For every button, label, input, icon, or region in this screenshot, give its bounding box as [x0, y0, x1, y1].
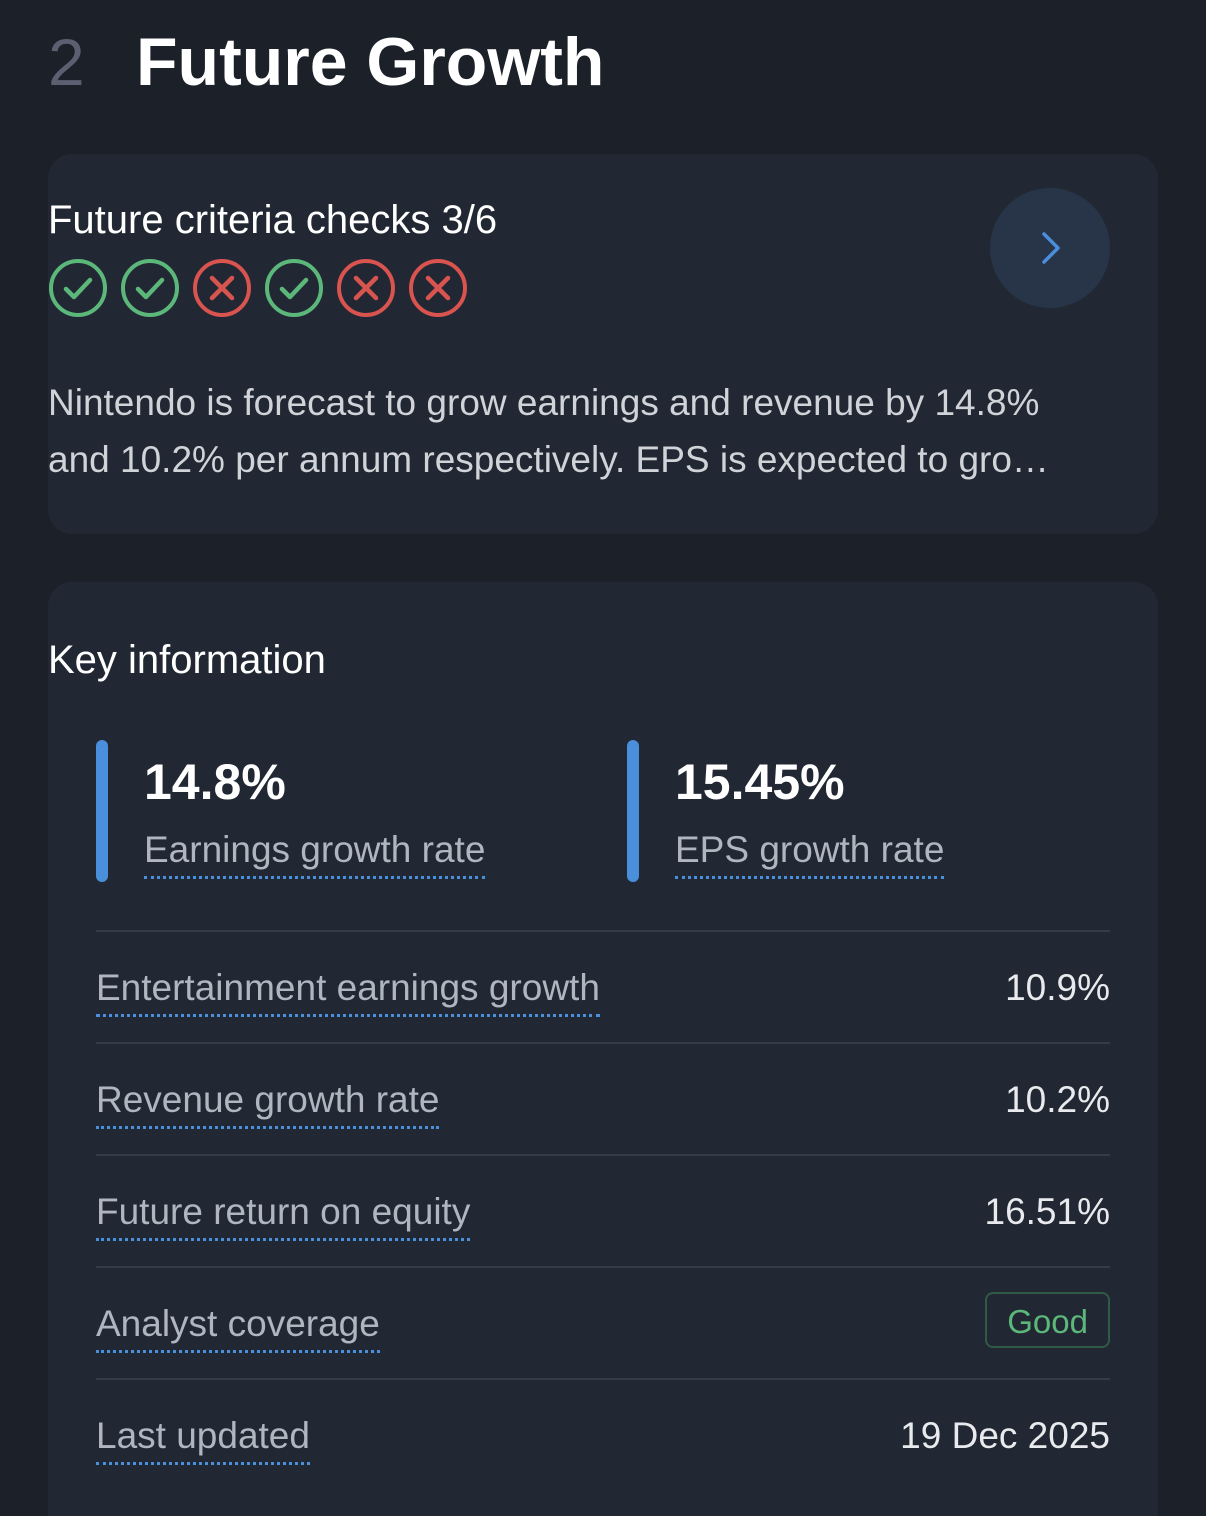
- row-value: 10.9%: [1005, 967, 1110, 1008]
- row-last-updated: Last updated 19 Dec 2025: [96, 1378, 1110, 1490]
- stat-label-eps-growth[interactable]: EPS growth rate: [675, 828, 945, 879]
- row-entertainment-earnings-growth: Entertainment earnings growth 10.9%: [96, 930, 1110, 1042]
- key-information-title: Key information: [48, 638, 326, 682]
- criteria-summary[interactable]: Nintendo is forecast to grow earnings an…: [48, 382, 1040, 480]
- row-label[interactable]: Revenue growth rate: [96, 1078, 440, 1129]
- stat-label-earnings-growth[interactable]: Earnings growth rate: [144, 828, 486, 879]
- criteria-card: [48, 154, 1158, 534]
- check-pass-icon: [265, 259, 323, 317]
- row-value: 19 Dec 2025: [900, 1415, 1110, 1456]
- criteria-checks: [48, 258, 468, 318]
- row-label[interactable]: Last updated: [96, 1414, 310, 1465]
- stat-accent-bar: [96, 740, 108, 882]
- criteria-title: Future criteria checks 3/6: [48, 198, 498, 242]
- stat-value: 15.45%: [675, 754, 845, 810]
- row-label[interactable]: Entertainment earnings growth: [96, 966, 600, 1017]
- section-title: Future Growth: [136, 24, 605, 100]
- chevron-right-icon: [1042, 232, 1060, 264]
- check-pass-icon: [121, 259, 179, 317]
- section-header: 2 Future Growth: [48, 22, 604, 102]
- stat-value: 14.8%: [144, 754, 286, 810]
- row-label[interactable]: Future return on equity: [96, 1190, 471, 1241]
- check-pass-icon: [49, 259, 107, 317]
- check-fail-icon: [193, 259, 251, 317]
- row-label[interactable]: Analyst coverage: [96, 1302, 380, 1353]
- check-fail-icon: [337, 259, 395, 317]
- row-value: 10.2%: [1005, 1079, 1110, 1120]
- criteria-details-button[interactable]: [990, 188, 1110, 308]
- stat-accent-bar: [627, 740, 639, 882]
- section-number: 2: [48, 25, 85, 99]
- coverage-badge: Good: [985, 1292, 1110, 1348]
- check-fail-icon: [409, 259, 467, 317]
- row-analyst-coverage: Analyst coverage Good: [96, 1266, 1110, 1378]
- row-future-return-on-equity: Future return on equity 16.51%: [96, 1154, 1110, 1266]
- key-information-card: [48, 582, 1158, 1516]
- row-revenue-growth-rate: Revenue growth rate 10.2%: [96, 1042, 1110, 1154]
- row-value: 16.51%: [984, 1191, 1111, 1232]
- key-information-rows: Entertainment earnings growth 10.9% Reve…: [96, 930, 1110, 1490]
